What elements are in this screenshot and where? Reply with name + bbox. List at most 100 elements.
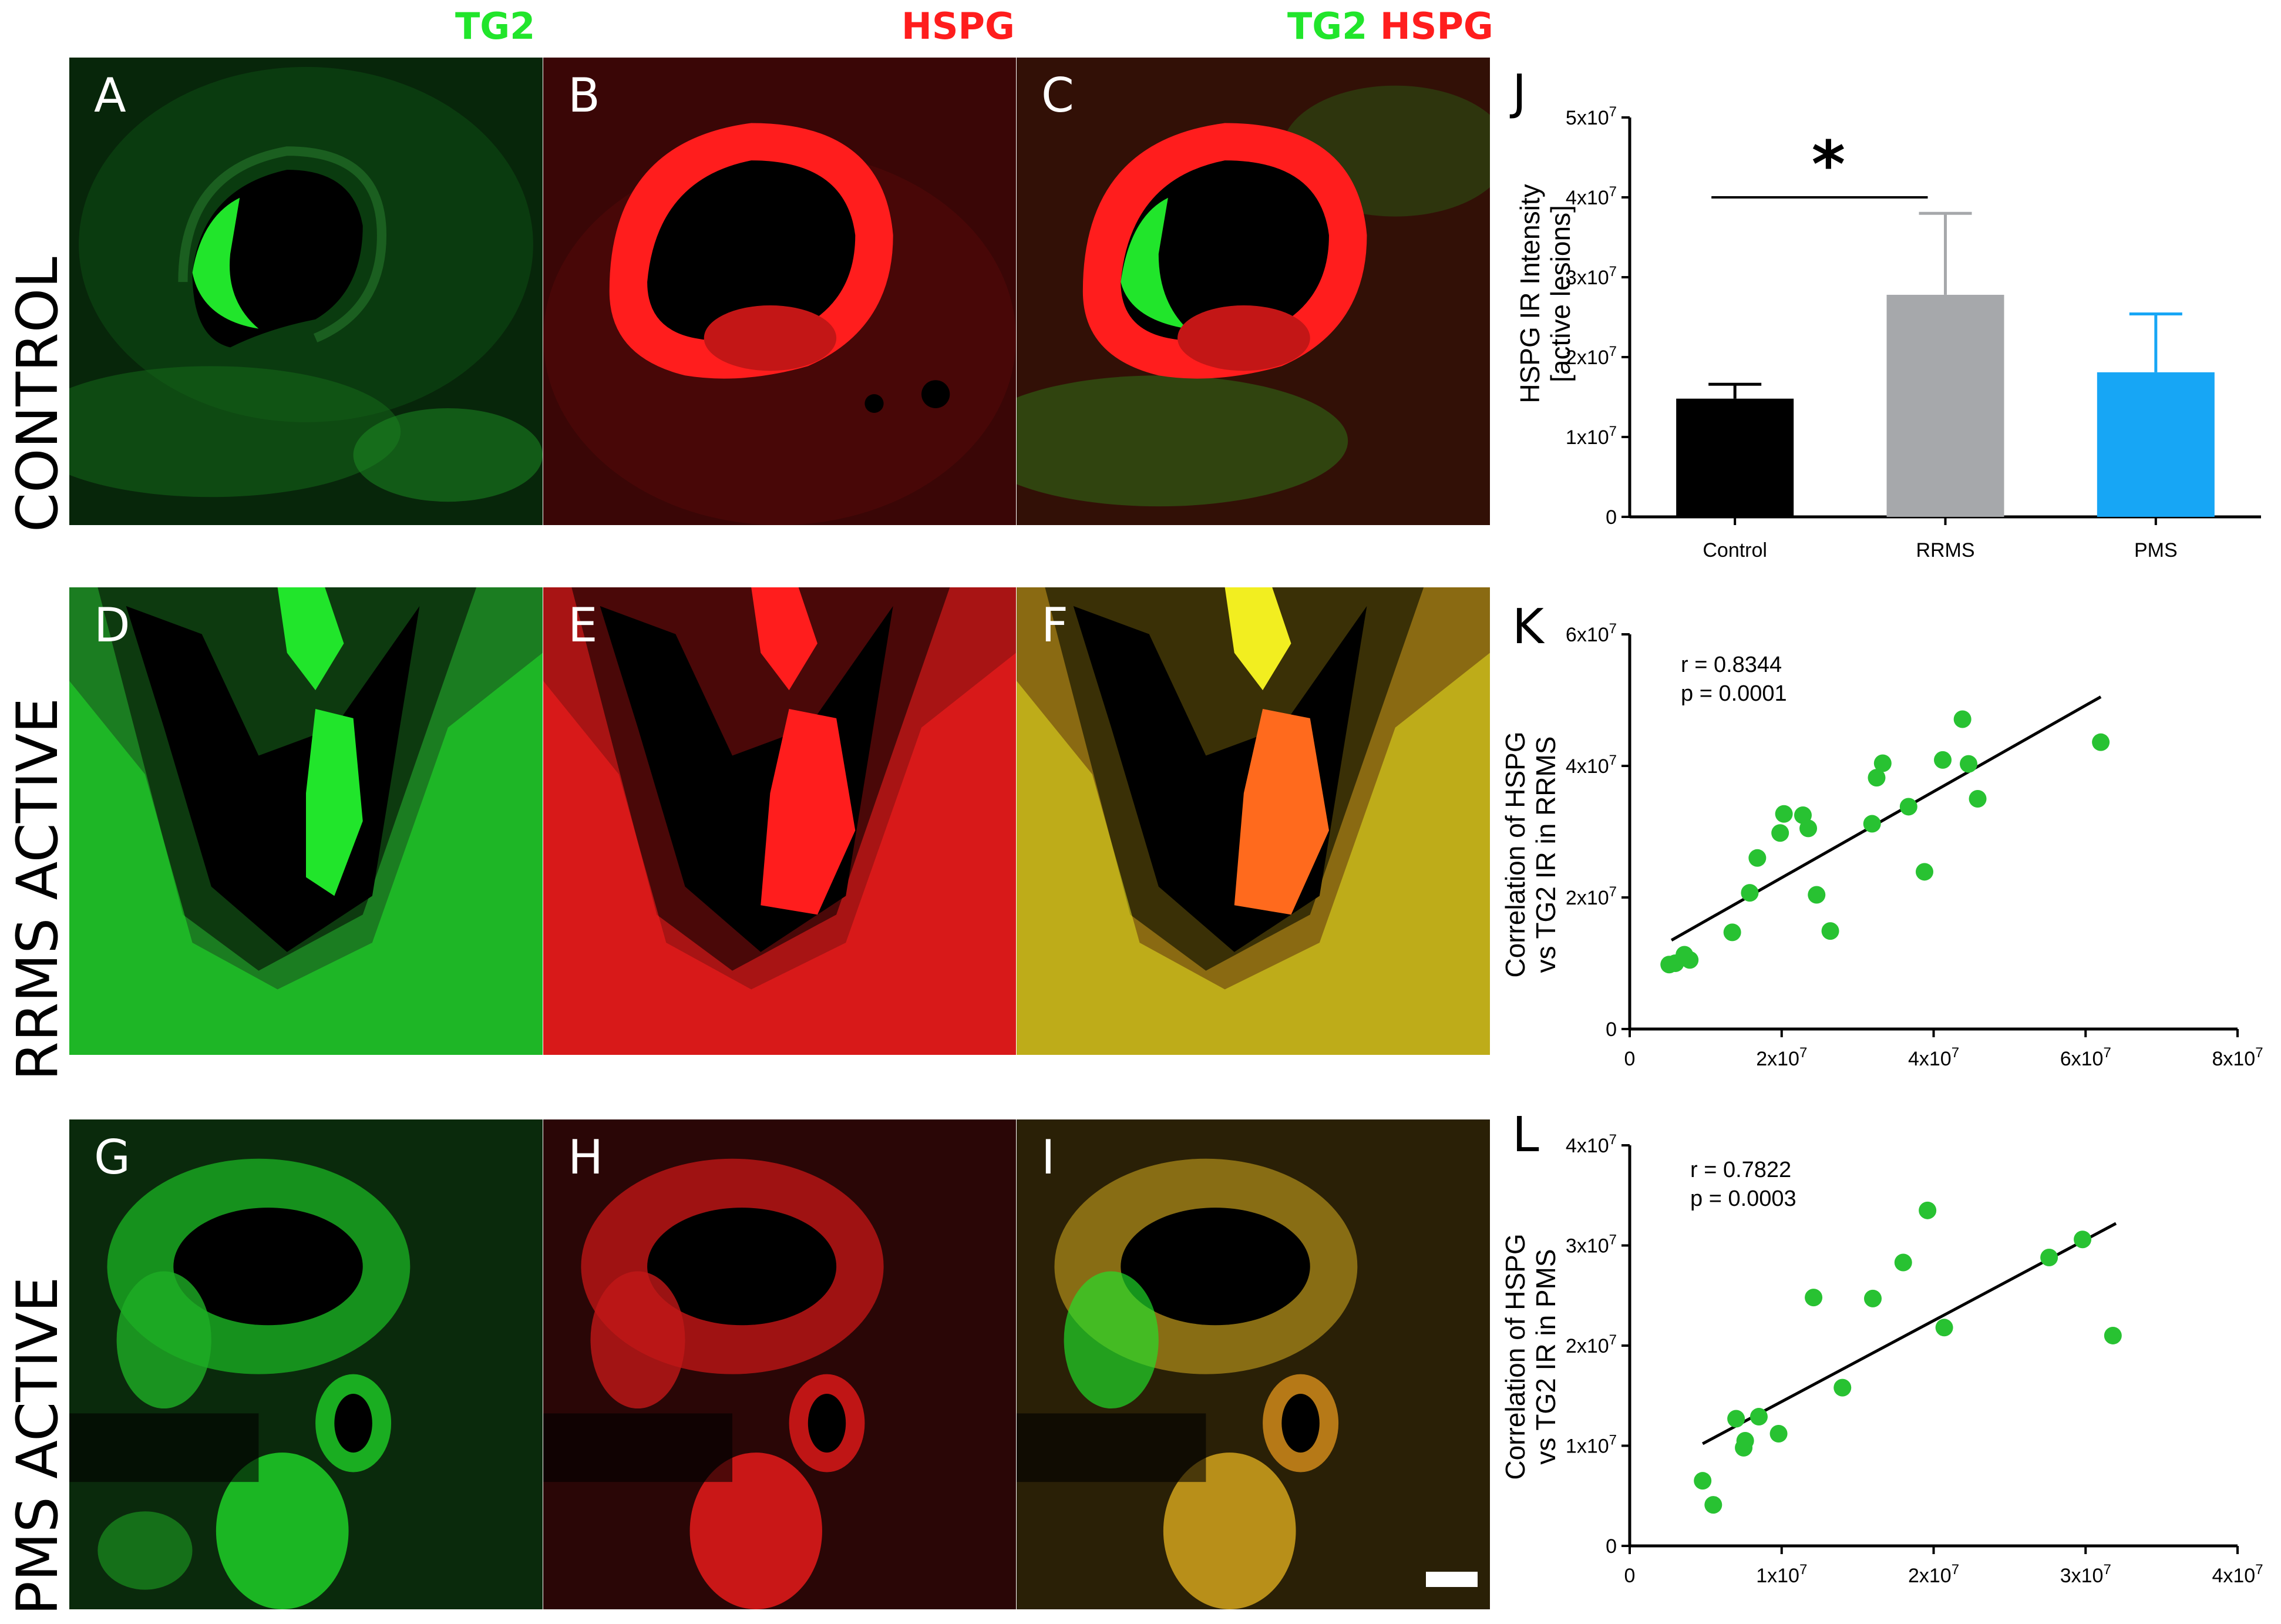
chart-l-point [1919, 1201, 1937, 1219]
micrograph-panel-c: C [1017, 58, 1490, 525]
merge-title-tg2-text: TG2 [1287, 5, 1368, 48]
micrograph-image-c [1017, 58, 1490, 525]
chart-k-point [1748, 849, 1767, 867]
chart-j-x-tick-label: RRMS [1916, 539, 1974, 561]
chart-l-point [1833, 1378, 1852, 1397]
chart-k-ylabel-line1: Correlation of HSPG [1500, 731, 1530, 978]
chart-l-y-tick-label: 1x107 [1566, 1433, 1617, 1458]
chart-l-p-value: p = 0.0003 [1690, 1186, 1796, 1212]
chart-k-x-tick-label: 8x107 [2212, 1045, 2263, 1070]
chart-l-svg: 0 1x107 2x107 3x107 4x107 0 1x107 2x107 3x107 4x1… [1566, 1132, 2263, 1587]
row-title-rrms-active: RRMS ACTIVE [5, 698, 70, 1081]
chart-k-point [1741, 884, 1759, 902]
chart-j-bar [1676, 398, 1794, 517]
chart-k-point [1953, 710, 1972, 728]
micrograph-image-f [1017, 587, 1490, 1055]
chart-k-point [1915, 863, 1933, 881]
panel-letter-i: I [1041, 1130, 1055, 1185]
chart-l-ylabel-line1: Correlation of HSPG [1500, 1233, 1530, 1480]
micrograph-image-h [543, 1119, 1016, 1609]
chart-j: 0 1x107 2x107 3x107 4x107 5x107 Control RRMS PMS… [1527, 104, 2279, 579]
chart-k-point [1960, 755, 1978, 773]
column-title-merge: TG2 HSPG [1287, 5, 1493, 48]
chart-l: 0 1x107 2x107 3x107 4x107 0 1x107 2x107 3x107 4x1… [1527, 1132, 2279, 1624]
panel-letter-e: E [568, 598, 598, 653]
chart-k-point [1775, 805, 1793, 823]
chart-k-r-value: r = 0.8344 [1681, 653, 1782, 677]
chart-k-y-tick-label: 4x107 [1566, 752, 1617, 778]
chart-k-fit-line [1670, 695, 2102, 942]
merge-title-hspg-text: HSPG [1380, 5, 1493, 48]
chart-k: 0 2x107 4x107 6x107 0 2x107 4x107 6x107 8x107 [1527, 621, 2279, 1107]
chart-k-point [1969, 790, 1987, 808]
chart-l-stats: r = 0.7822 p = 0.0003 [1690, 1156, 1796, 1214]
chart-k-point [1799, 819, 1818, 838]
tg2-title-text: TG2 [455, 5, 536, 48]
chart-k-point [1873, 754, 1892, 772]
chart-l-r-value: r = 0.7822 [1690, 1158, 1792, 1182]
hspg-title-text: HSPG [901, 5, 1015, 48]
chart-l-y-tick-label: 0 [1606, 1535, 1617, 1558]
chart-k-y-tick-label: 2x107 [1566, 884, 1617, 909]
chart-j-y-tick-label: 4x107 [1566, 184, 1617, 209]
panel-letter-l: L [1512, 1107, 1539, 1163]
chart-l-point [1750, 1408, 1768, 1426]
chart-j-y-tick-label: 0 [1606, 506, 1617, 529]
chart-j-y-tick-label: 2x107 [1566, 344, 1617, 369]
scale-bar [1426, 1572, 1478, 1587]
chart-k-point [1723, 923, 1741, 942]
chart-l-x-tick-label: 2x107 [1908, 1562, 1959, 1587]
row-title-control: CONTROL [5, 257, 70, 532]
chart-l-point [2040, 1248, 2058, 1266]
chart-k-x-tick-label: 6x107 [2060, 1045, 2111, 1070]
panel-letter-b: B [568, 68, 600, 123]
chart-l-y-tick-label: 4x107 [1566, 1132, 1617, 1157]
chart-k-point [1771, 824, 1789, 842]
panel-letter-h: H [568, 1130, 604, 1185]
chart-k-point [1681, 951, 1699, 969]
chart-k-stats: r = 0.8344 p = 0.0001 [1681, 651, 1787, 709]
chart-k-point [1863, 815, 1881, 833]
chart-l-point [1864, 1289, 1882, 1307]
chart-j-y-tick-label: 3x107 [1566, 264, 1617, 289]
chart-k-x-tick-label: 0 [1624, 1048, 1636, 1070]
micrograph-panel-e: E [543, 587, 1016, 1055]
micrograph-panel-f: F [1017, 587, 1490, 1055]
chart-j-bar [2097, 372, 2215, 517]
chart-l-point [1935, 1319, 1953, 1337]
chart-l-y-tick-label: 2x107 [1566, 1332, 1617, 1357]
panel-letter-a: A [94, 68, 126, 123]
chart-l-point [1736, 1431, 1754, 1450]
column-title-hspg: HSPG [901, 5, 1015, 48]
chart-l-point [1694, 1472, 1712, 1490]
chart-l-y-tick-label: 3x107 [1566, 1232, 1617, 1257]
chart-k-svg: 0 2x107 4x107 6x107 0 2x107 4x107 6x107 8x107 [1566, 621, 2263, 1070]
micrograph-panel-g: G [69, 1119, 543, 1609]
chart-l-x-tick-label: 1x107 [1756, 1562, 1807, 1587]
chart-l-x-tick-label: 4x107 [2212, 1562, 2263, 1587]
chart-k-point [1821, 922, 1839, 940]
micrograph-image-g [69, 1119, 543, 1609]
chart-j-bar [1886, 294, 2004, 517]
panel-letter-j: J [1512, 65, 1527, 120]
micrograph-panel-i: I [1017, 1119, 1490, 1609]
panel-letter-d: D [94, 598, 130, 653]
column-title-tg2: TG2 [455, 5, 535, 48]
chart-k-p-value: p = 0.0001 [1681, 681, 1787, 707]
chart-j-y-tick-label: 5x107 [1566, 104, 1617, 129]
chart-k-y-tick-label: 6x107 [1566, 621, 1617, 646]
chart-j-y-tick-label: 1x107 [1566, 423, 1617, 449]
chart-k-x-tick-label: 2x107 [1756, 1045, 1807, 1070]
chart-j-x-tick-label: PMS [2134, 539, 2178, 561]
chart-j-svg: 0 1x107 2x107 3x107 4x107 5x107 Control RRMS PMS… [1566, 104, 2261, 561]
chart-k-point [1868, 769, 1886, 787]
panel-letter-g: G [94, 1130, 130, 1185]
chart-l-x-tick-label: 0 [1624, 1565, 1636, 1587]
micrograph-image-b [543, 58, 1016, 525]
panel-letter-f: F [1041, 598, 1069, 653]
micrograph-panel-b: B [543, 58, 1016, 525]
panel-letter-c: C [1041, 68, 1074, 123]
chart-k-x-tick-label: 4x107 [1908, 1045, 1959, 1070]
chart-l-point [1894, 1253, 1912, 1272]
chart-l-point [2074, 1230, 2092, 1249]
